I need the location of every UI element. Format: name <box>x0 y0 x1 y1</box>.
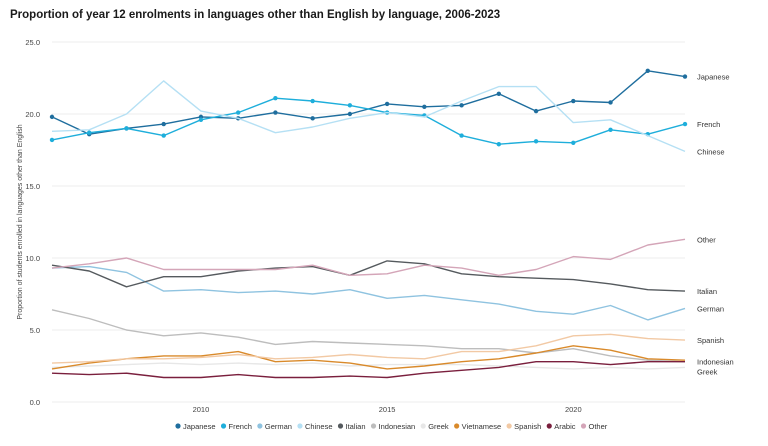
series-line-german <box>51 265 686 321</box>
data-point-french <box>124 126 129 131</box>
series-end-label: Indonesian <box>697 358 734 367</box>
data-point-french <box>273 95 278 101</box>
legend-entry: Other <box>589 422 608 431</box>
y-tick-label: 25.0 <box>25 38 40 47</box>
data-point-french <box>533 139 539 144</box>
data-point-japanese <box>645 68 650 74</box>
data-point-french <box>161 133 166 138</box>
y-axis-title: Proportion of students enrolled in langu… <box>17 124 24 319</box>
data-point-french <box>347 103 353 108</box>
series-end-label: Spanish <box>697 336 724 345</box>
data-point-french <box>198 117 204 122</box>
data-point-japanese <box>384 101 390 107</box>
data-point-japanese <box>161 121 166 127</box>
legend-entry: Indonesian <box>379 422 416 431</box>
legend-marker <box>337 423 344 429</box>
y-tick-label: 0.0 <box>30 398 40 407</box>
legend-marker <box>297 423 303 429</box>
series-line-japanese <box>51 70 686 135</box>
series-line-chinese <box>51 80 686 153</box>
y-tick-label: 15.0 <box>25 182 40 191</box>
series-line-vietnamese <box>51 345 686 370</box>
data-point-japanese <box>571 98 576 104</box>
x-tick-label: 2015 <box>379 405 396 414</box>
data-point-japanese <box>310 116 315 121</box>
x-tick-label: 2020 <box>565 405 582 414</box>
data-point-japanese <box>422 104 427 110</box>
legend-marker <box>420 423 426 429</box>
legend-entry: Italian <box>346 422 366 431</box>
series-end-label: Italian <box>697 287 717 296</box>
legend-entry: Arabic <box>554 422 576 431</box>
y-tick-label: 5.0 <box>30 326 40 335</box>
legend-entry: French <box>229 422 252 431</box>
data-point-french <box>235 110 241 115</box>
legend-entry: Spanish <box>514 422 541 431</box>
legend-marker <box>580 423 587 429</box>
data-point-french <box>682 121 688 127</box>
y-tick-label: 20.0 <box>25 110 40 119</box>
data-point-japanese <box>459 103 464 108</box>
series-end-label: French <box>697 120 720 129</box>
x-tick-label: 2010 <box>193 405 210 414</box>
legend-entry: Chinese <box>305 422 333 431</box>
legend-entry: German <box>265 422 292 431</box>
series-line-french <box>51 97 686 145</box>
data-point-japanese <box>273 110 278 115</box>
series-end-label: Chinese <box>697 147 725 156</box>
series-line-indonesian <box>51 309 686 363</box>
legend-marker <box>370 423 377 429</box>
series-line-arabic <box>51 361 685 379</box>
y-tick-label: 10.0 <box>25 254 40 263</box>
data-point-japanese <box>49 114 55 120</box>
legend-entry: Greek <box>428 422 449 431</box>
data-point-french <box>49 137 55 143</box>
legend-marker <box>220 423 227 429</box>
data-point-japanese <box>608 100 613 105</box>
legend-entry: Vietnamese <box>462 422 501 431</box>
legend-entry: Japanese <box>183 422 216 431</box>
data-point-french <box>459 133 464 138</box>
data-point-japanese <box>496 91 502 97</box>
legend-marker <box>454 423 460 429</box>
series-line-italian <box>51 260 686 292</box>
data-point-japanese <box>533 108 539 114</box>
series-end-label: Other <box>697 235 716 244</box>
legend-marker <box>546 423 552 429</box>
data-point-french <box>608 127 613 133</box>
data-point-french <box>496 142 502 147</box>
data-point-japanese <box>347 111 353 117</box>
legend-marker <box>257 423 263 429</box>
data-point-french <box>310 98 315 104</box>
data-point-french <box>571 140 576 145</box>
series-end-label: German <box>697 304 724 313</box>
series-line-spanish <box>51 333 686 364</box>
data-point-french <box>87 130 92 135</box>
series-end-label: Japanese <box>697 73 730 82</box>
chart-title: Proportion of year 12 enrolments in lang… <box>10 9 501 21</box>
legend-marker <box>175 423 181 429</box>
data-point-japanese <box>682 74 688 79</box>
legend-marker <box>506 423 512 429</box>
series-end-label: Greek <box>697 368 718 377</box>
series-line-other <box>51 238 686 276</box>
